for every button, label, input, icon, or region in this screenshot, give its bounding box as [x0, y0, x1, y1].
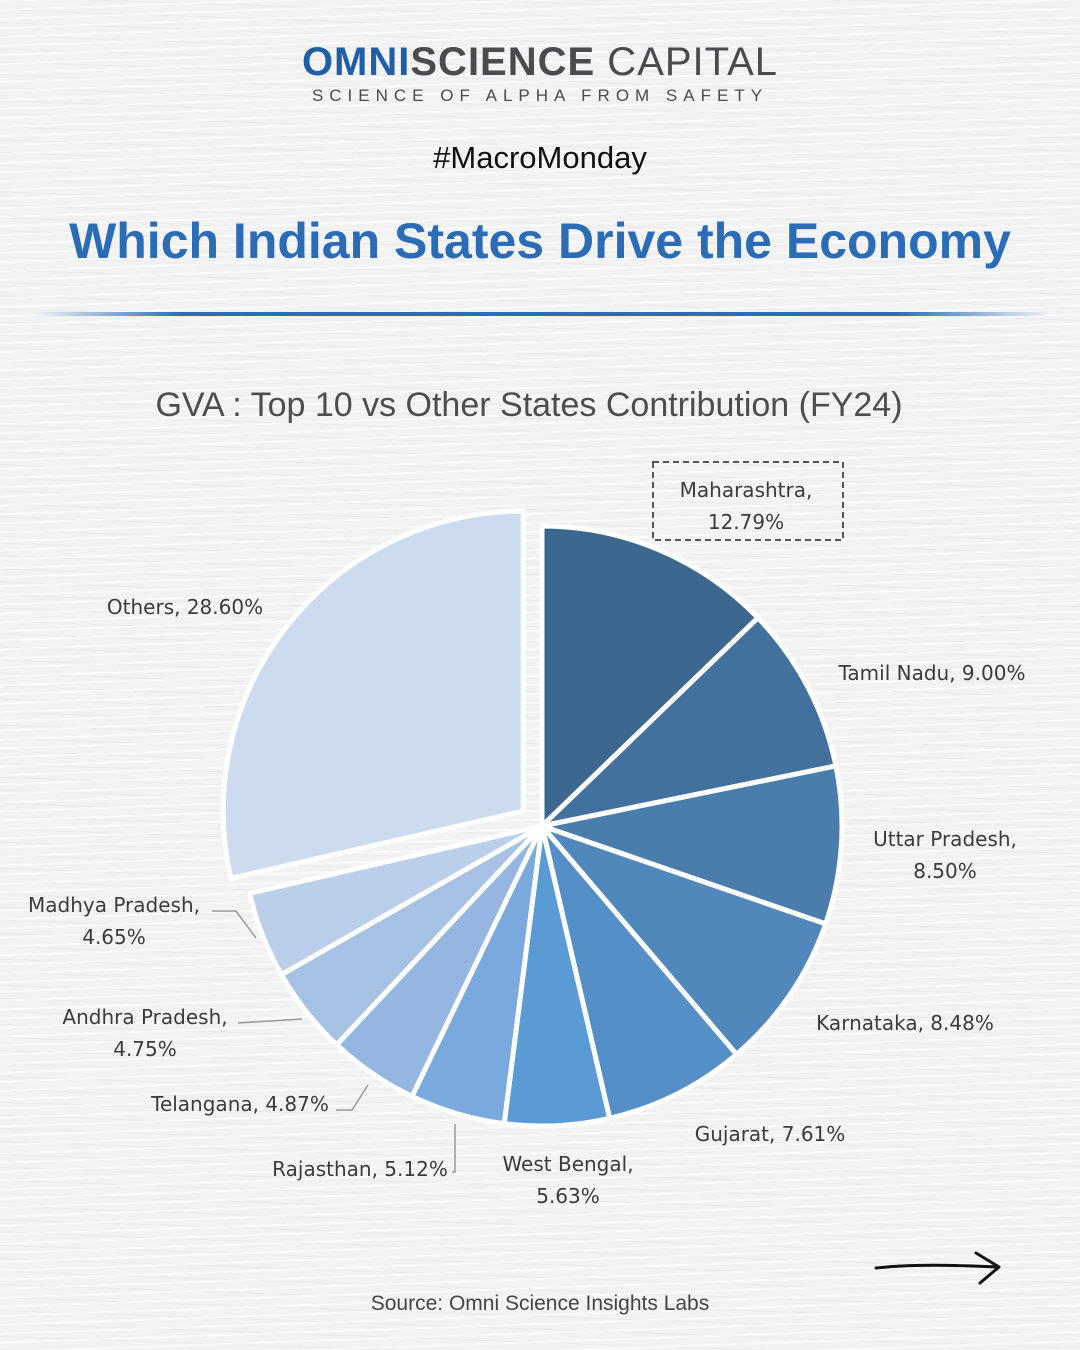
pie-slice-karnataka — [539, 823, 829, 1057]
data-label-telangana: Telangana, 4.87% — [150, 1092, 329, 1116]
brand-logo: OMNISCIENCE CAPITAL SCIENCE OF ALPHA FRO… — [0, 40, 1080, 106]
data-label-gujarat: Gujarat, 7.61% — [695, 1122, 846, 1146]
pie-slice-others — [220, 508, 526, 881]
chart-title: GVA : Top 10 vs Other States Contributio… — [155, 386, 903, 424]
pie-slice-gujarat — [539, 823, 740, 1121]
title-divider — [30, 312, 1050, 316]
hashtag: #MacroMonday — [433, 140, 647, 175]
brand-name: OMNISCIENCE CAPITAL — [0, 40, 1080, 84]
pie-slice-uttar-pradesh — [539, 763, 845, 927]
leader-line-telangana — [336, 1084, 369, 1111]
data-label-karnataka: Karnataka, 8.48% — [816, 1011, 994, 1035]
data-label-rajasthan: Rajasthan, 5.12% — [272, 1157, 448, 1181]
data-label-uttar-pradesh: Uttar Pradesh, 8.50% — [873, 827, 1017, 883]
pie-slice-maharashtra — [539, 523, 761, 829]
brand-tagline: SCIENCE OF ALPHA FROM SAFETY — [311, 86, 769, 105]
arrow-right-icon[interactable] — [872, 1244, 1004, 1288]
label-highlight-box — [652, 461, 844, 541]
brand-name-capital: CAPITAL — [595, 40, 779, 84]
leader-line-andhra-pradesh — [237, 1018, 303, 1024]
page-title: Which Indian States Drive the Economy — [69, 213, 1011, 269]
data-label-others: Others, 28.60% — [107, 595, 263, 619]
brand-name-science: SCIENCE — [410, 40, 596, 84]
pie-slice-tamil-nadu — [539, 615, 839, 829]
source-note: Source: Omni Science Insights Labs — [370, 1292, 710, 1315]
data-label-andhra-pradesh: Andhra Pradesh, 4.75% — [62, 1005, 227, 1061]
pie-slice-madhya-pradesh — [247, 823, 545, 978]
data-label-madhya-pradesh: Madhya Pradesh, 4.65% — [28, 893, 200, 949]
brand-name-omni: OMNI — [301, 40, 411, 84]
leader-line-madhya-pradesh — [212, 910, 257, 939]
data-label-west-bengal: West Bengal, 5.63% — [502, 1152, 633, 1208]
data-label-tamil-nadu: Tamil Nadu, 9.00% — [838, 661, 1026, 685]
leader-line-rajasthan — [452, 1124, 456, 1173]
data-label-maharashtra: Maharashtra, 12.79% — [680, 478, 813, 534]
